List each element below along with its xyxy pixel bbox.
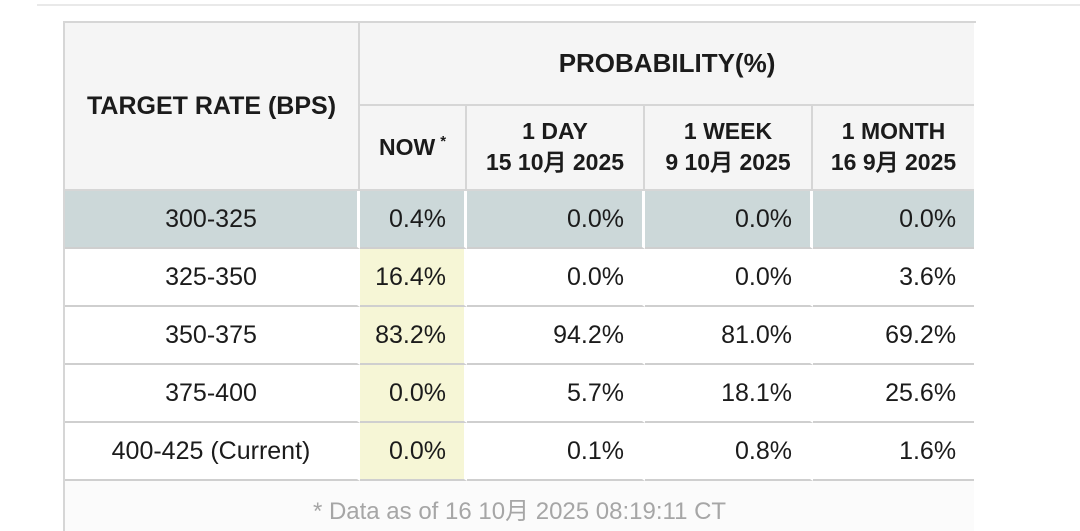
week-probability-cell: 0.8%	[645, 423, 813, 481]
column-label: 1 WEEK	[683, 118, 773, 145]
month-probability-cell: 1.6%	[813, 423, 975, 481]
month-probability-cell: 0.0%	[813, 191, 975, 249]
week-probability-cell: 0.0%	[645, 249, 813, 307]
now-probability-cell: 16.4%	[360, 249, 467, 307]
now-probability-cell: 0.4%	[360, 191, 467, 249]
table-row-350-375[interactable]: 350-375 83.2% 94.2% 81.0% 69.2%	[65, 307, 975, 365]
day-probability-cell: 94.2%	[467, 307, 645, 365]
target-rate-cell: 325-350	[65, 249, 360, 307]
target-rate-cell: 375-400	[65, 365, 360, 423]
column-date: 9 10月 2025	[665, 149, 791, 176]
now-asterisk: *	[440, 133, 447, 151]
column-date: 15 10月 2025	[485, 149, 625, 176]
day-probability-cell: 0.1%	[467, 423, 645, 481]
column-header-now: NOW *	[360, 105, 467, 191]
table-row-375-400[interactable]: 375-400 0.0% 5.7% 18.1% 25.6%	[65, 365, 975, 423]
column-label: 1 DAY	[522, 118, 588, 145]
column-date: 16 9月 2025	[830, 149, 957, 176]
column-header-1-month: 1 MONTH 16 9月 2025	[813, 105, 975, 191]
column-label: 1 MONTH	[841, 118, 946, 145]
target-rate-header: TARGET RATE (BPS)	[65, 23, 360, 191]
week-probability-cell: 0.0%	[645, 191, 813, 249]
data-as-of-footnote: * Data as of 16 10月 2025 08:19:11 CT	[65, 481, 975, 531]
column-header-1-day: 1 DAY 15 10月 2025	[467, 105, 645, 191]
month-probability-cell: 25.6%	[813, 365, 975, 423]
day-probability-cell: 5.7%	[467, 365, 645, 423]
month-probability-cell: 69.2%	[813, 307, 975, 365]
target-rate-cell: 400-425 (Current)	[65, 423, 360, 481]
target-rate-probability-table-container: TARGET RATE (BPS) PROBABILITY(%) NOW * 1 …	[63, 21, 976, 531]
top-divider-line	[37, 4, 1080, 6]
month-probability-cell: 3.6%	[813, 249, 975, 307]
now-label: NOW	[378, 133, 436, 160]
target-rate-cell: 350-375	[65, 307, 360, 365]
probability-header: PROBABILITY(%)	[360, 23, 975, 106]
now-probability-cell: 0.0%	[360, 423, 467, 481]
column-header-1-week: 1 WEEK 9 10月 2025	[645, 105, 813, 191]
table-row-300-325[interactable]: 300-325 0.4% 0.0% 0.0% 0.0%	[65, 191, 975, 249]
table-row-325-350[interactable]: 325-350 16.4% 0.0% 0.0% 3.6%	[65, 249, 975, 307]
now-probability-cell: 0.0%	[360, 365, 467, 423]
day-probability-cell: 0.0%	[467, 191, 645, 249]
week-probability-cell: 18.1%	[645, 365, 813, 423]
target-rate-probability-table: TARGET RATE (BPS) PROBABILITY(%) NOW * 1 …	[65, 23, 975, 531]
day-probability-cell: 0.0%	[467, 249, 645, 307]
footnote-row: * Data as of 16 10月 2025 08:19:11 CT	[65, 481, 975, 531]
table-row-400-425-current[interactable]: 400-425 (Current) 0.0% 0.1% 0.8% 1.6%	[65, 423, 975, 481]
now-probability-cell: 83.2%	[360, 307, 467, 365]
week-probability-cell: 81.0%	[645, 307, 813, 365]
target-rate-cell: 300-325	[65, 191, 360, 249]
